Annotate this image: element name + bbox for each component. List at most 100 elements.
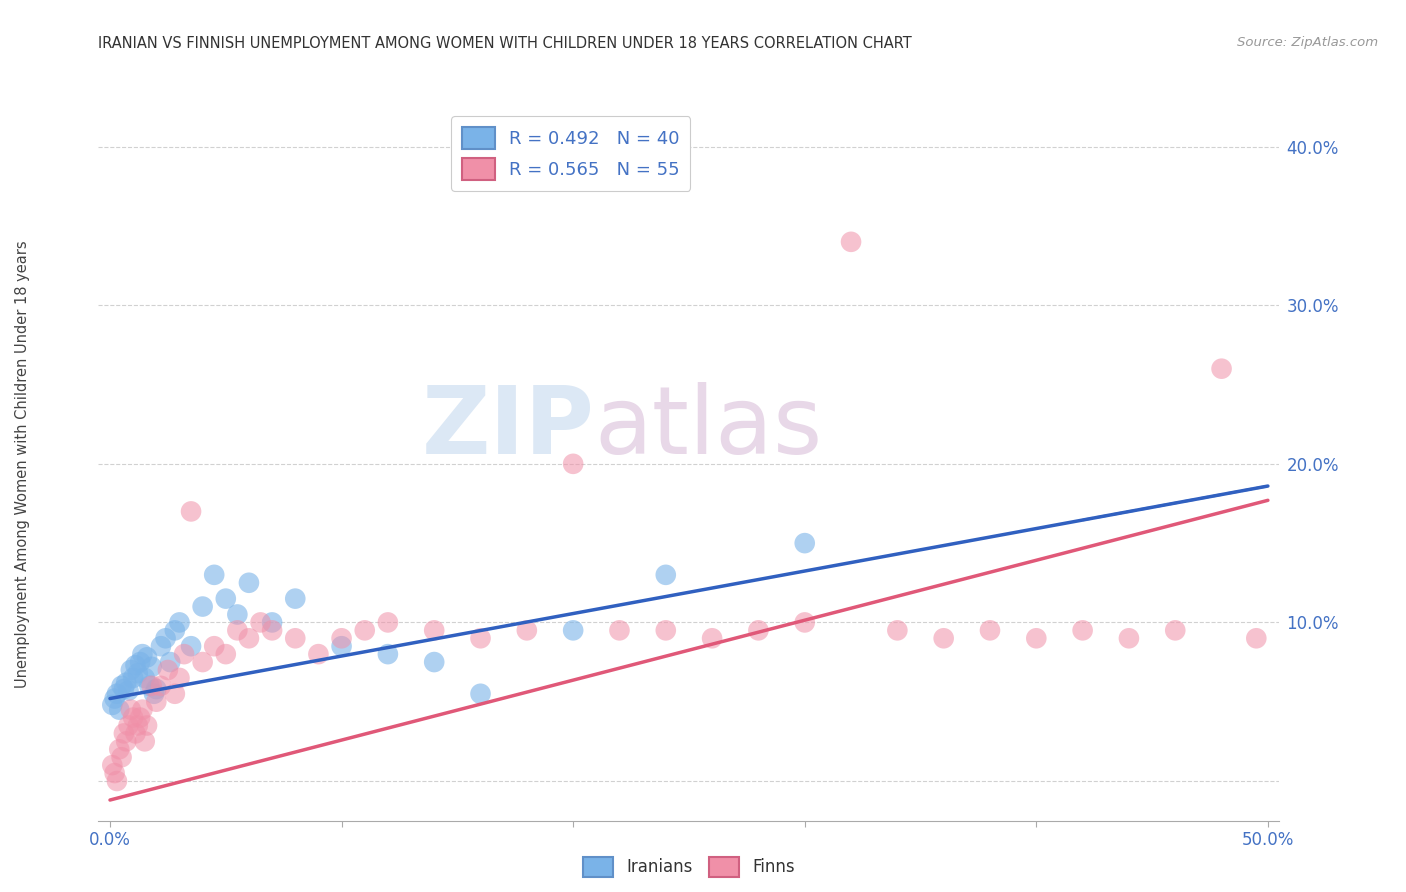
Point [202, 567, 225, 582]
Point [141, 660, 163, 674]
Point [330, 632, 353, 646]
Point [180, 639, 202, 653]
Point [115, 734, 138, 748]
Point [1246, 632, 1268, 646]
Y-axis label: Unemployment Among Women with Children Under 18 years: Unemployment Among Women with Children U… [15, 240, 30, 688]
Point [886, 624, 908, 638]
Point [104, 766, 127, 780]
Point [979, 624, 1001, 638]
Point [377, 647, 399, 661]
Point [169, 671, 191, 685]
Point [747, 624, 769, 638]
Point [159, 655, 181, 669]
Point [330, 639, 353, 653]
Point [127, 718, 149, 732]
Point [101, 698, 124, 712]
Point [115, 675, 138, 690]
Point [117, 718, 139, 732]
Point [609, 624, 631, 638]
Point [238, 632, 260, 646]
Point [134, 671, 156, 685]
Point [110, 679, 132, 693]
Point [105, 774, 128, 789]
Point [1025, 632, 1047, 646]
Point [120, 703, 142, 717]
Point [145, 681, 167, 696]
Point [124, 658, 146, 673]
Point [127, 666, 149, 681]
Point [191, 599, 214, 614]
Point [108, 703, 131, 717]
Point [129, 655, 152, 669]
Point [156, 663, 179, 677]
Point [163, 624, 186, 638]
Point [163, 687, 186, 701]
Point [516, 624, 538, 638]
Point [655, 624, 678, 638]
Point [562, 457, 585, 471]
Text: atlas: atlas [595, 382, 823, 475]
Point [131, 703, 153, 717]
Text: IRANIAN VS FINNISH UNEMPLOYMENT AMONG WOMEN WITH CHILDREN UNDER 18 YEARS CORRELA: IRANIAN VS FINNISH UNEMPLOYMENT AMONG WO… [98, 36, 912, 51]
Point [1211, 361, 1233, 376]
Point [141, 679, 163, 693]
Point [136, 650, 159, 665]
Legend: Iranians, Finns: Iranians, Finns [576, 850, 801, 884]
Point [138, 679, 160, 693]
Point [262, 615, 284, 630]
Point [470, 632, 492, 646]
Point [655, 567, 678, 582]
Point [173, 647, 195, 661]
Point [180, 504, 202, 518]
Point [129, 710, 152, 724]
Point [423, 655, 446, 669]
Point [423, 624, 446, 638]
Point [377, 615, 399, 630]
Point [307, 647, 329, 661]
Point [191, 655, 214, 669]
Point [1118, 632, 1140, 646]
Point [793, 536, 815, 550]
Point [470, 687, 492, 701]
Point [131, 647, 153, 661]
Point [1071, 624, 1094, 638]
Point [124, 726, 146, 740]
Point [145, 695, 167, 709]
Point [169, 615, 191, 630]
Point [932, 632, 955, 646]
Point [262, 624, 284, 638]
Point [149, 679, 172, 693]
Point [136, 718, 159, 732]
Point [101, 758, 124, 772]
Point [249, 615, 271, 630]
Point [793, 615, 815, 630]
Point [284, 632, 307, 646]
Point [215, 647, 238, 661]
Point [215, 591, 238, 606]
Point [226, 624, 249, 638]
Point [1164, 624, 1187, 638]
Point [238, 575, 260, 590]
Point [122, 710, 145, 724]
Point [112, 726, 135, 740]
Point [120, 663, 142, 677]
Point [226, 607, 249, 622]
Point [117, 683, 139, 698]
Point [108, 742, 131, 756]
Point [839, 235, 862, 249]
Point [353, 624, 375, 638]
Text: Source: ZipAtlas.com: Source: ZipAtlas.com [1237, 36, 1378, 49]
Point [110, 750, 132, 764]
Point [112, 681, 135, 696]
Point [284, 591, 307, 606]
Point [104, 691, 127, 706]
Point [202, 639, 225, 653]
Point [562, 624, 585, 638]
Point [149, 639, 172, 653]
Point [155, 632, 177, 646]
Point [143, 687, 166, 701]
Point [134, 734, 156, 748]
Point [105, 687, 128, 701]
Text: ZIP: ZIP [422, 382, 595, 475]
Point [122, 671, 145, 685]
